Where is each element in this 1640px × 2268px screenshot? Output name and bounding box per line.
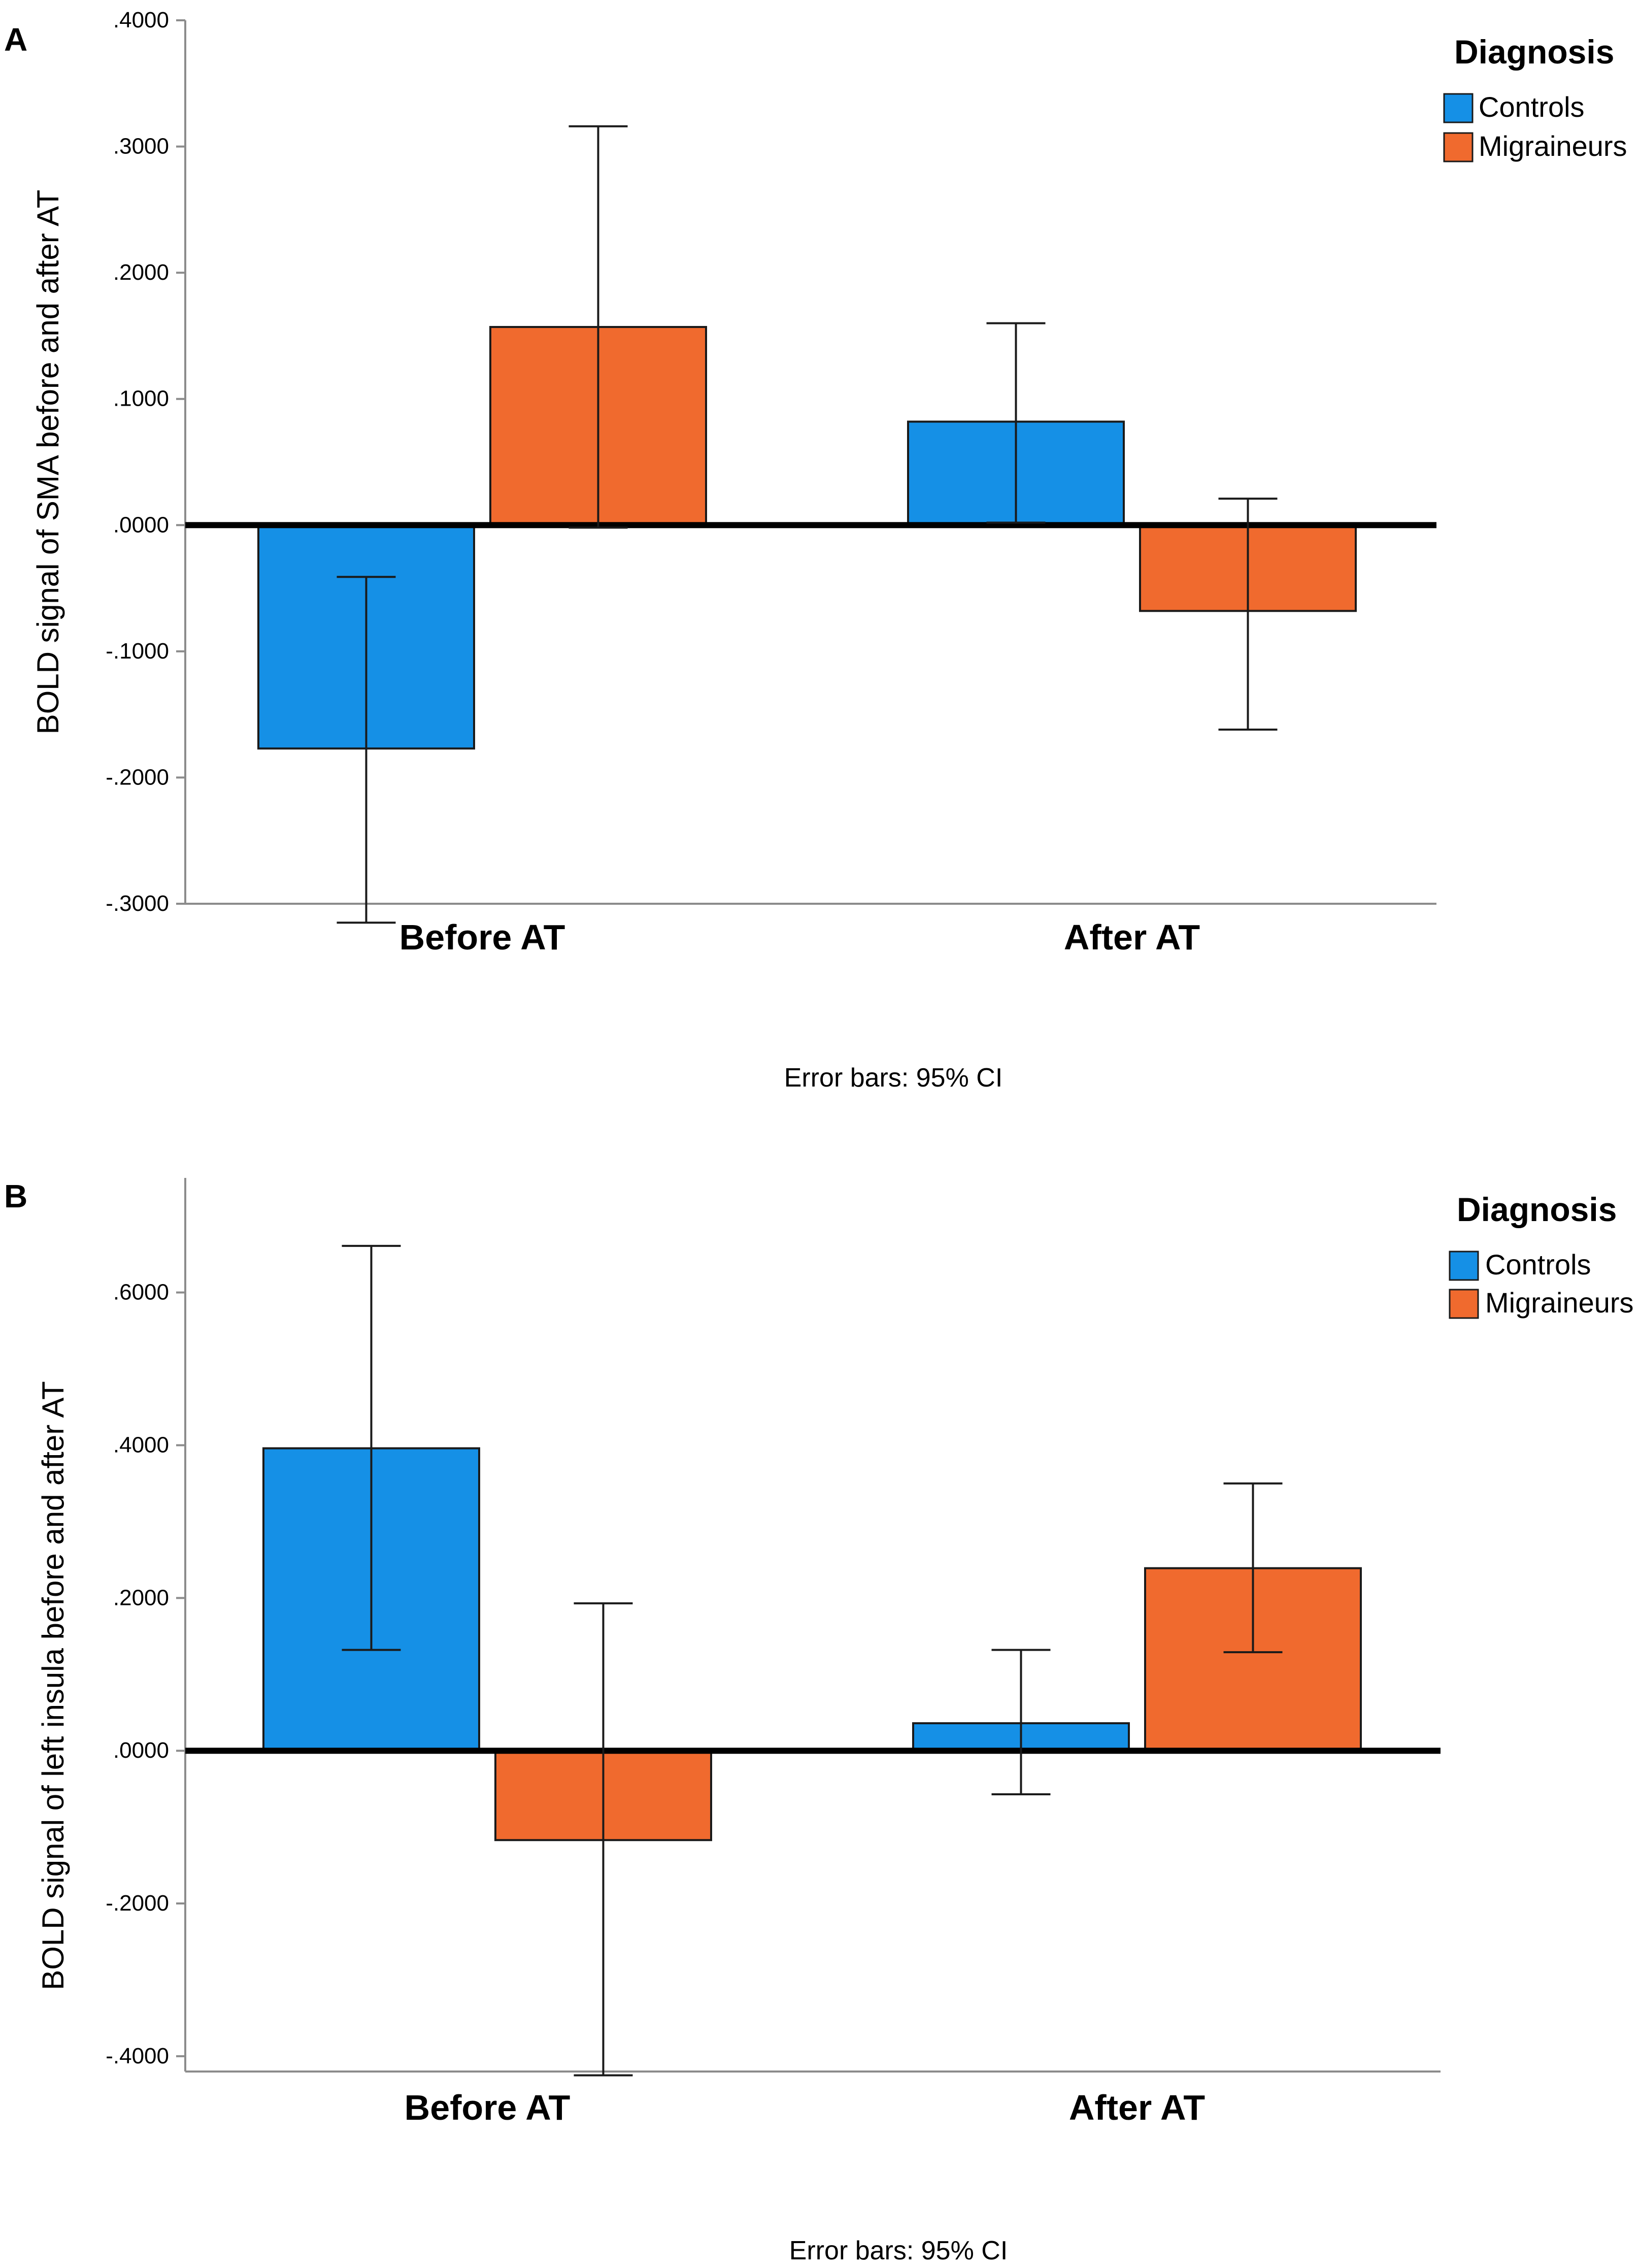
- x-category-label: After AT: [1064, 917, 1200, 957]
- error-bar-migraineurs-after-at: [1223, 1482, 1283, 1654]
- error-bar-controls-before-at: [337, 576, 396, 924]
- y-tick-label: .4000: [113, 1432, 169, 1457]
- chart-panel-a: A .4000 .3000 .2000 .1000 .0000 -.1000 -.2000 -.…: [4, 8, 1627, 1093]
- error-bar-controls-after-at: [991, 1649, 1051, 1795]
- legend-title: Diagnosis: [1454, 33, 1614, 71]
- y-tick-label: .4000: [113, 8, 169, 32]
- legend: Diagnosis Controls Migraineurs: [1443, 33, 1627, 162]
- error-bar-migraineurs-before-at: [574, 1602, 633, 2077]
- footnote: Error bars: 95% CI: [784, 1063, 1003, 1093]
- panel-letter: B: [4, 1178, 27, 1214]
- y-tick-label: -.3000: [106, 891, 169, 916]
- x-category-label: Before AT: [399, 917, 565, 957]
- legend-swatch-migraineurs: [1449, 1289, 1479, 1319]
- y-tick-label: .0000: [113, 1738, 169, 1763]
- error-bar-controls-before-at: [342, 1244, 401, 1651]
- legend-label-controls: Controls: [1479, 91, 1585, 123]
- footnote: Error bars: 95% CI: [789, 2236, 1008, 2265]
- error-bar-migraineurs-after-at: [1218, 498, 1278, 731]
- legend: Diagnosis Controls Migraineurs: [1449, 1191, 1634, 1319]
- y-tick-label: .0000: [113, 512, 169, 537]
- legend-title: Diagnosis: [1457, 1191, 1617, 1228]
- y-tick-label: -.2000: [106, 765, 169, 790]
- panel-letter: A: [4, 21, 27, 58]
- legend-label-migraineurs: Migraineurs: [1479, 130, 1627, 162]
- y-axis-label: BOLD signal of left insula before and af…: [36, 1381, 70, 1990]
- y-tick-label: .1000: [113, 386, 169, 411]
- legend-label-controls: Controls: [1485, 1248, 1591, 1280]
- legend-swatch-controls: [1443, 93, 1474, 123]
- y-tick-label: .6000: [113, 1280, 169, 1305]
- x-category-label: After AT: [1069, 2088, 1205, 2127]
- error-bar-controls-after-at: [986, 322, 1046, 524]
- y-tick-label: .2000: [113, 260, 169, 285]
- y-tick-label: -.2000: [106, 1891, 169, 1916]
- y-axis-label: BOLD signal of SMA before and after AT: [31, 190, 65, 735]
- y-tick-label: .2000: [113, 1585, 169, 1610]
- legend-swatch-migraineurs: [1443, 132, 1474, 162]
- y-tick-label: -.4000: [106, 2044, 169, 2068]
- chart-panel-b: B .6000 .4000 .2000 .0000 -.2000 -.4000 BOLD si…: [4, 1178, 1634, 2265]
- error-bar-migraineurs-before-at: [568, 125, 628, 529]
- legend-swatch-controls: [1449, 1251, 1479, 1281]
- y-tick-label: -.1000: [106, 639, 169, 664]
- x-category-label: Before AT: [405, 2088, 571, 2127]
- y-tick-label: .3000: [113, 134, 169, 159]
- legend-label-migraineurs: Migraineurs: [1485, 1287, 1634, 1319]
